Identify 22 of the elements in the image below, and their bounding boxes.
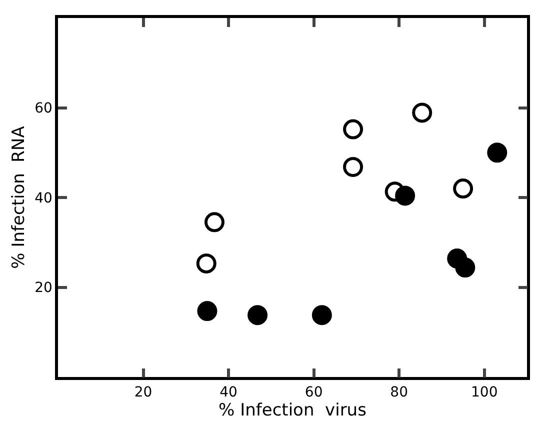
point	[412, 102, 432, 123]
point	[196, 253, 216, 274]
point	[204, 212, 224, 232]
point	[312, 305, 332, 326]
point	[487, 142, 508, 163]
point	[248, 305, 268, 326]
x-axis-title: % Infection virus	[218, 400, 367, 421]
point	[197, 301, 218, 322]
y-tick-label: 20	[34, 280, 52, 296]
y-axis-title: % Infection RNA	[9, 126, 30, 269]
x-tick-label: 40	[220, 384, 238, 401]
x-tick-label: 20	[134, 384, 152, 401]
point	[453, 178, 474, 199]
y-tick-label: 60	[34, 100, 52, 117]
point	[395, 186, 416, 206]
x-tick-label: 100	[470, 384, 498, 401]
x-tick-label: 80	[390, 384, 408, 401]
x-tick-label: 60	[304, 384, 323, 401]
point	[343, 156, 364, 177]
y-tick-label: 40	[34, 190, 52, 206]
point	[343, 119, 364, 140]
point	[455, 258, 476, 278]
